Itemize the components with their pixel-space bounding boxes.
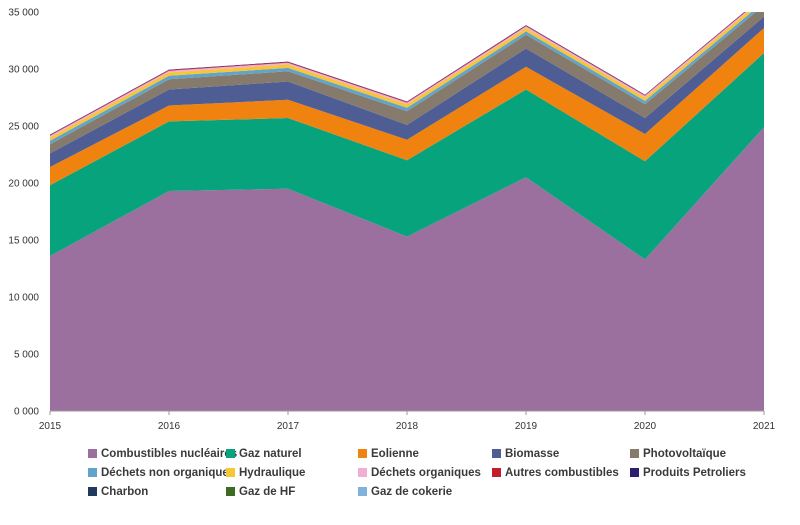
legend-item: Eolienne	[358, 446, 492, 461]
legend-label: Déchets non organiques	[101, 466, 236, 479]
legend-swatch	[88, 449, 97, 458]
x-tick-label: 2017	[277, 421, 300, 432]
legend-swatch	[226, 487, 235, 496]
area-series-0	[50, 127, 764, 411]
chart-legend: Combustibles nucléaires Gaz naturel Eolien…	[88, 446, 788, 499]
legend-label: Gaz de cokerie	[371, 485, 453, 498]
legend-label: Produits Petroliers	[643, 466, 746, 479]
area-series-2	[50, 28, 764, 186]
y-tick-label: 20 000	[8, 179, 39, 190]
legend-item: Déchets non organiques	[88, 465, 235, 480]
legend-item: Gaz naturel	[226, 446, 358, 461]
legend-swatch	[88, 487, 97, 496]
legend-item: Gaz de HF	[226, 484, 358, 499]
x-tick-label: 2016	[158, 421, 181, 432]
y-tick-label: 25 000	[8, 122, 39, 133]
legend-swatch	[492, 449, 501, 458]
legend-label: Photovoltaïque	[643, 447, 727, 460]
area-series-3	[50, 16, 764, 167]
legend-label: Gaz de HF	[239, 485, 296, 498]
legend-label: Déchets organiques	[371, 466, 481, 479]
legend-label: Eolienne	[371, 447, 419, 460]
x-tick-label: 2015	[39, 421, 62, 432]
legend-swatch	[358, 468, 367, 477]
area-series-4	[50, 12, 764, 154]
stacked-area-chart: 0 000 5 000 10 000 15 000 20 000 25 000 30 000…	[8, 8, 776, 433]
legend-label: Gaz naturel	[239, 447, 302, 460]
y-tick-label: 5 000	[14, 350, 39, 361]
legend-item: Autres combustibles	[492, 465, 630, 480]
legend-label: Biomasse	[505, 447, 560, 460]
x-tick-label: 2020	[634, 421, 657, 432]
y-tick-label: 15 000	[8, 236, 39, 247]
legend-item: Combustibles nucléaires	[88, 446, 237, 461]
legend-label: Hydraulique	[239, 466, 306, 479]
x-axis-ticks: 2015 2016 2017 2018 2019 2020 2021	[39, 411, 776, 432]
legend-item: Déchets organiques	[358, 465, 492, 480]
y-tick-label: 35 000	[8, 8, 39, 19]
legend-swatch	[630, 468, 639, 477]
area-series-1	[50, 53, 764, 260]
legend-item: Biomasse	[492, 446, 630, 461]
legend-swatch	[358, 449, 367, 458]
area-series-group	[50, 12, 764, 411]
legend-swatch	[630, 449, 639, 458]
legend-item: Hydraulique	[226, 465, 358, 480]
legend-swatch	[358, 487, 367, 496]
legend-swatch	[492, 468, 501, 477]
legend-label: Autres combustibles	[505, 466, 619, 479]
legend-swatch	[226, 449, 235, 458]
x-tick-label: 2018	[396, 421, 419, 432]
legend-swatch	[88, 468, 97, 477]
legend-item: Photovoltaïque	[630, 446, 770, 461]
legend-item: Charbon	[88, 484, 226, 499]
legend-item: Gaz de cokerie	[358, 484, 492, 499]
y-tick-label: 0 000	[14, 407, 39, 418]
x-tick-label: 2021	[753, 421, 776, 432]
legend-label: Charbon	[101, 485, 149, 498]
area-series-7	[50, 12, 748, 138]
x-tick-label: 2019	[515, 421, 538, 432]
legend-swatch	[226, 468, 235, 477]
y-tick-label: 10 000	[8, 293, 39, 304]
legend-label: Combustibles nucléaires	[101, 447, 238, 460]
y-tick-label: 30 000	[8, 65, 39, 76]
y-axis-ticks: 0 000 5 000 10 000 15 000 20 000 25 000 30 000…	[8, 8, 39, 418]
legend-item: Produits Petroliers	[630, 465, 770, 480]
